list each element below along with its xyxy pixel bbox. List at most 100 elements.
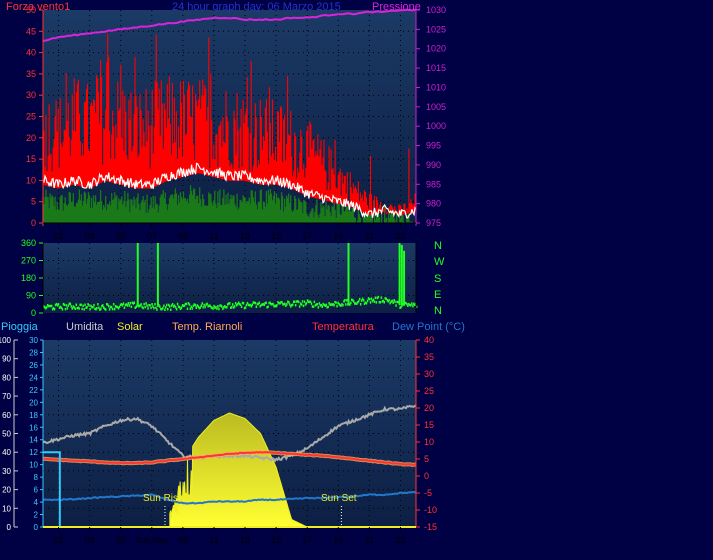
temp-tick-label: 20 [424,403,434,413]
rain-tick-label: 4 [34,498,39,507]
wind-avg-series [42,162,417,219]
top-x-tick-label: 01 [54,231,64,241]
bot-hgrid [43,358,416,509]
rain-tick-label: 28 [29,348,38,357]
top-left-axis-title: Forza vento1 [6,1,71,13]
rain-tick-label: 8 [34,473,39,482]
rain-tick-label: 30 [29,336,38,345]
bottom-x-tick-label: 21 [364,535,374,545]
compass-s: S [434,273,442,285]
rain-tick-label: 26 [29,361,38,370]
rain-tick-label: 12 [29,448,38,457]
top-right-tick-label: 1025 [426,24,446,34]
humidity-tick-label: 30 [2,467,11,476]
humidity-tick-label: 20 [2,486,11,495]
top-left-tick-label: 40 [26,48,36,58]
dir-hgrid [43,260,416,296]
temp-tick-label: -15 [424,522,437,532]
bottom-x-tick-label: 03 [85,535,95,545]
top-x-tick-label: 09 [178,231,188,241]
humidity-tick-label: 40 [2,448,11,457]
top-x-tick-label: 13 [240,231,250,241]
top-right-tick-label: 1030 [426,5,446,15]
top-x-tick-label: 21 [364,231,374,241]
humidity-tick-label: 0 [7,523,12,532]
compass-n-top: N [434,240,442,252]
top-right-tick-label: 980 [426,199,441,209]
rain-series [43,451,61,527]
dir-tick-label: 90 [26,291,36,301]
bottom-x-tick-label: 13 [240,535,250,545]
dew-point-series [42,490,417,505]
top-right-tick-label: 975 [426,218,441,228]
top-right-tick-label: 1010 [426,82,446,92]
bottom-x-tick-label: Sun Rise [136,536,169,545]
rain-tick-label: 14 [29,436,38,445]
humidity-tick-label: 50 [2,430,11,439]
temp-tick-label: 0 [424,471,429,481]
top-right-tick-label: 995 [426,141,441,151]
top-x-tick-label: 05 [116,231,126,241]
top-left-tick-label: 15 [26,154,36,164]
sun-set-annotation: Sun Set [321,493,357,504]
top-right-tick-label: 1005 [426,102,446,112]
bottom-x-tick-label: 19 [333,535,343,545]
top-left-tick-label: 25 [26,112,36,122]
top-right-tick-label: 1000 [426,121,446,131]
temp-tick-label: 25 [424,386,434,396]
top-left-tick-label: 20 [26,133,36,143]
temp-tick-label: 10 [424,437,434,447]
bottom-x-tick-label: 17 [302,535,312,545]
top-vgrid [58,10,401,223]
rain-tick-label: 22 [29,386,38,395]
top-x-tick-label: 11 [209,231,218,241]
bottom-x-tick-label: 15 [271,535,281,545]
temp-tick-label: -5 [424,488,432,498]
dir-tick-label: 360 [21,238,36,248]
top-right-tick-label: 985 [426,179,441,189]
sun-rise-annotation: Sun Rise [143,493,184,504]
compass-e: E [434,289,442,301]
rain-tick-label: 24 [29,373,38,382]
top-left-tick-label: 10 [26,175,36,185]
temp-tick-label: 15 [424,420,434,430]
bottom-x-tick-label: 11 [209,535,218,545]
top-right-tick-label: 990 [426,160,441,170]
bottom-x-tick-label: 01 [54,535,64,545]
legend-temperatura: Temperatura [312,321,374,333]
bottom-x-tick-label: 09 [178,535,188,545]
top-x-tick-label: 23 [395,231,405,241]
legend-umidita: Umidita [66,321,104,333]
compass-w: W [434,256,445,268]
humidity-tick-label: 90 [2,355,11,364]
humidity-tick-label: 10 [2,504,11,513]
top-left-tick-label: 45 [26,26,36,36]
humidity-tick-label: 100 [0,336,12,345]
top-x-tick-label: 03 [85,231,95,241]
dir-tick-label: 270 [21,256,36,266]
temp-tick-label: -10 [424,505,437,515]
rain-tick-label: 16 [29,423,38,432]
humidity-tick-label: 60 [2,411,11,420]
top-left-tick-label: 5 [31,197,36,207]
bottom-x-tick-label: 23 [395,535,405,545]
rain-tick-label: 2 [34,511,39,520]
compass-n-bottom: N [434,305,442,317]
legend-dew-point: Dew Point (°C) [392,321,465,333]
top-right-axis-title: Pressione [372,1,421,13]
temp-tick-label: 40 [424,335,434,345]
dir-tick-label: 0 [31,308,36,318]
temp-tick-label: 5 [424,454,429,464]
rain-tick-label: 6 [34,486,39,495]
temp-tick-label: 30 [424,369,434,379]
rain-tick-label: 18 [29,411,38,420]
top-x-tick-label: 17 [302,231,312,241]
bottom-x-tick-label: 05 [116,535,126,545]
legend-pioggia: Pioggia [1,321,38,333]
rain-tick-label: 20 [29,398,38,407]
top-right-tick-label: 1020 [426,44,446,54]
temperature-series [42,450,417,466]
rain-tick-label: 10 [29,461,38,470]
